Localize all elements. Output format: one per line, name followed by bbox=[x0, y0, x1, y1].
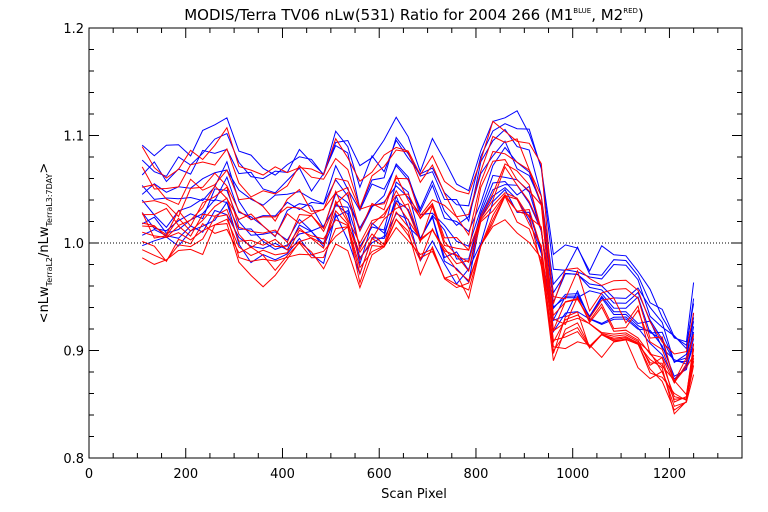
series-line-m1 bbox=[141, 140, 695, 364]
y-tick-label: 1.0 bbox=[63, 237, 84, 252]
ylabel-part-4: > bbox=[37, 163, 52, 174]
y-axis-label: <nLwTerraL2/nLwTerraL3:7DAY> bbox=[37, 163, 54, 324]
series-line-m2 bbox=[142, 194, 695, 402]
series-line-m2 bbox=[141, 195, 695, 411]
y-tick-label: 1.1 bbox=[63, 130, 84, 145]
series-line-m2 bbox=[141, 135, 695, 383]
x-tick-label: 1200 bbox=[653, 467, 686, 482]
series-line-m2 bbox=[142, 163, 695, 396]
series-line-m2 bbox=[141, 192, 695, 400]
series-line-m2 bbox=[142, 193, 695, 401]
series-line-m2 bbox=[141, 218, 695, 407]
series-line-m1 bbox=[141, 186, 695, 380]
ylabel-part-0: <nLw bbox=[37, 286, 52, 323]
y-tick-label: 1.2 bbox=[63, 22, 84, 37]
x-tick-label: 600 bbox=[367, 467, 392, 482]
x-tick-label: 400 bbox=[270, 467, 295, 482]
series-line-m2 bbox=[142, 150, 695, 385]
ylabel-part-2: /nLw bbox=[37, 226, 52, 257]
x-tick-label: 200 bbox=[173, 467, 198, 482]
series-line-m2 bbox=[142, 159, 695, 383]
x-tick-label: 1000 bbox=[556, 467, 589, 482]
x-axis-label: Scan Pixel bbox=[381, 487, 447, 502]
title-end: ) bbox=[638, 6, 644, 24]
title-sup-blue: BLUE bbox=[573, 7, 591, 15]
series-line-m1 bbox=[141, 128, 695, 350]
ticks-layer: 0 200 400 600 800 1000 1200 0.8 0.9 1.0 1.1 1.2 bbox=[63, 22, 743, 482]
series-layer bbox=[141, 110, 695, 415]
y-tick-label: 0.9 bbox=[63, 345, 84, 360]
title-mid: , M2 bbox=[591, 6, 623, 24]
series-line-m1 bbox=[142, 188, 695, 378]
title-sup-red: RED bbox=[623, 7, 638, 15]
y-tick-label: 0.8 bbox=[63, 452, 84, 467]
x-tick-label: 800 bbox=[464, 467, 489, 482]
series-line-m1 bbox=[141, 146, 695, 363]
series-line-m2 bbox=[142, 165, 695, 403]
chart-title: MODIS/Terra TV06 nLw(531) Ratio for 2004… bbox=[184, 6, 644, 24]
series-line-m2 bbox=[141, 120, 695, 355]
ylabel-part-1: TerraL2 bbox=[45, 257, 54, 287]
ylabel-part-3: TerraL3:7DAY bbox=[45, 173, 54, 227]
series-line-m1 bbox=[141, 110, 695, 343]
title-main: MODIS/Terra TV06 nLw(531) Ratio for 2004… bbox=[184, 6, 573, 24]
x-tick-label: 0 bbox=[85, 467, 93, 482]
plot-frame bbox=[88, 27, 743, 459]
